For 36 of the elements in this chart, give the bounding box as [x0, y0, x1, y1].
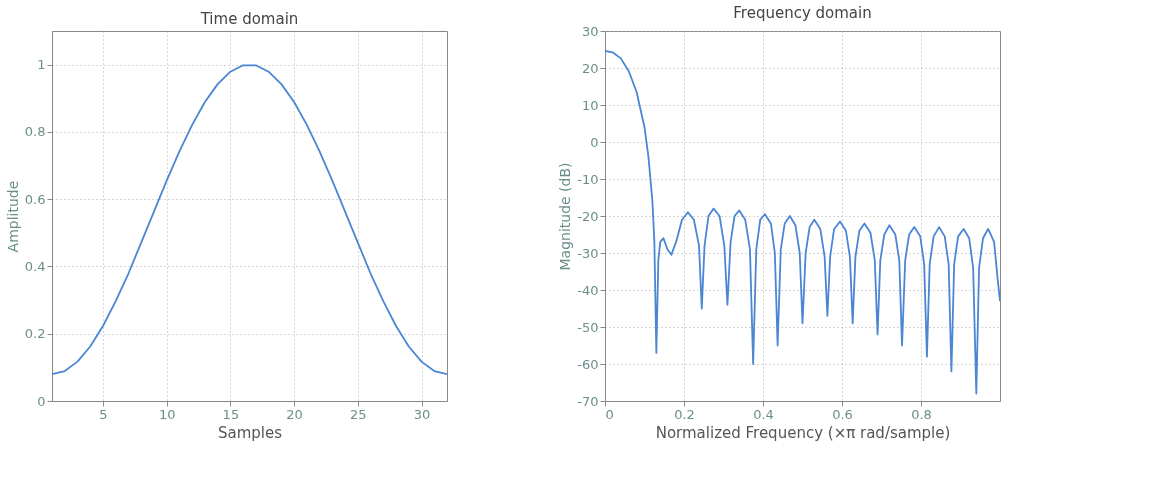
x-tick-label: 0.4 [753, 406, 774, 422]
line-series [605, 50, 1000, 395]
x-tick-label: 30 [413, 406, 431, 422]
y-tick-label: -40 [577, 282, 599, 298]
line-series [52, 64, 447, 375]
x-tick-label: 15 [222, 406, 240, 422]
x-tick-label: 0.2 [674, 406, 695, 422]
x-tick-label: 20 [286, 406, 303, 422]
x-tick-label: 5 [99, 406, 108, 422]
x-tick-label: 25 [350, 406, 367, 422]
y-tick-label: -10 [577, 171, 599, 187]
y-tick-label: 20 [581, 60, 599, 76]
y-tick-label: 0 [37, 393, 46, 409]
y-tick-label: 0.2 [24, 326, 46, 342]
x-axis-title: Samples [217, 423, 283, 442]
y-tick-label: -20 [577, 208, 599, 224]
y-tick-label: -30 [577, 245, 599, 261]
y-tick-label: -70 [577, 393, 599, 409]
y-axis-title: Magnitude (dB) [557, 162, 574, 271]
y-tick-label: 0 [590, 134, 599, 150]
y-tick-label: 0.4 [24, 258, 46, 274]
y-tick-label: -60 [577, 356, 599, 372]
y-tick-label: -50 [577, 319, 599, 335]
y-tick-label: 0.6 [24, 191, 46, 207]
y-axis-title: Amplitude [4, 180, 21, 253]
y-tick-label: 30 [581, 23, 599, 39]
chart-title: Frequency domain [733, 4, 872, 22]
x-tick-label: 0 [605, 406, 614, 422]
y-tick-label: 0.8 [24, 124, 46, 140]
x-axis-title: Normalized Frequency (×π rad/sample) [655, 423, 951, 442]
chart-title: Time domain [199, 10, 299, 28]
x-tick-label: 10 [158, 406, 176, 422]
x-tick-label: 0.6 [832, 406, 853, 422]
y-tick-label: 10 [581, 97, 599, 113]
y-tick-label: 1 [37, 57, 46, 73]
x-tick-label: 0.8 [911, 406, 932, 422]
